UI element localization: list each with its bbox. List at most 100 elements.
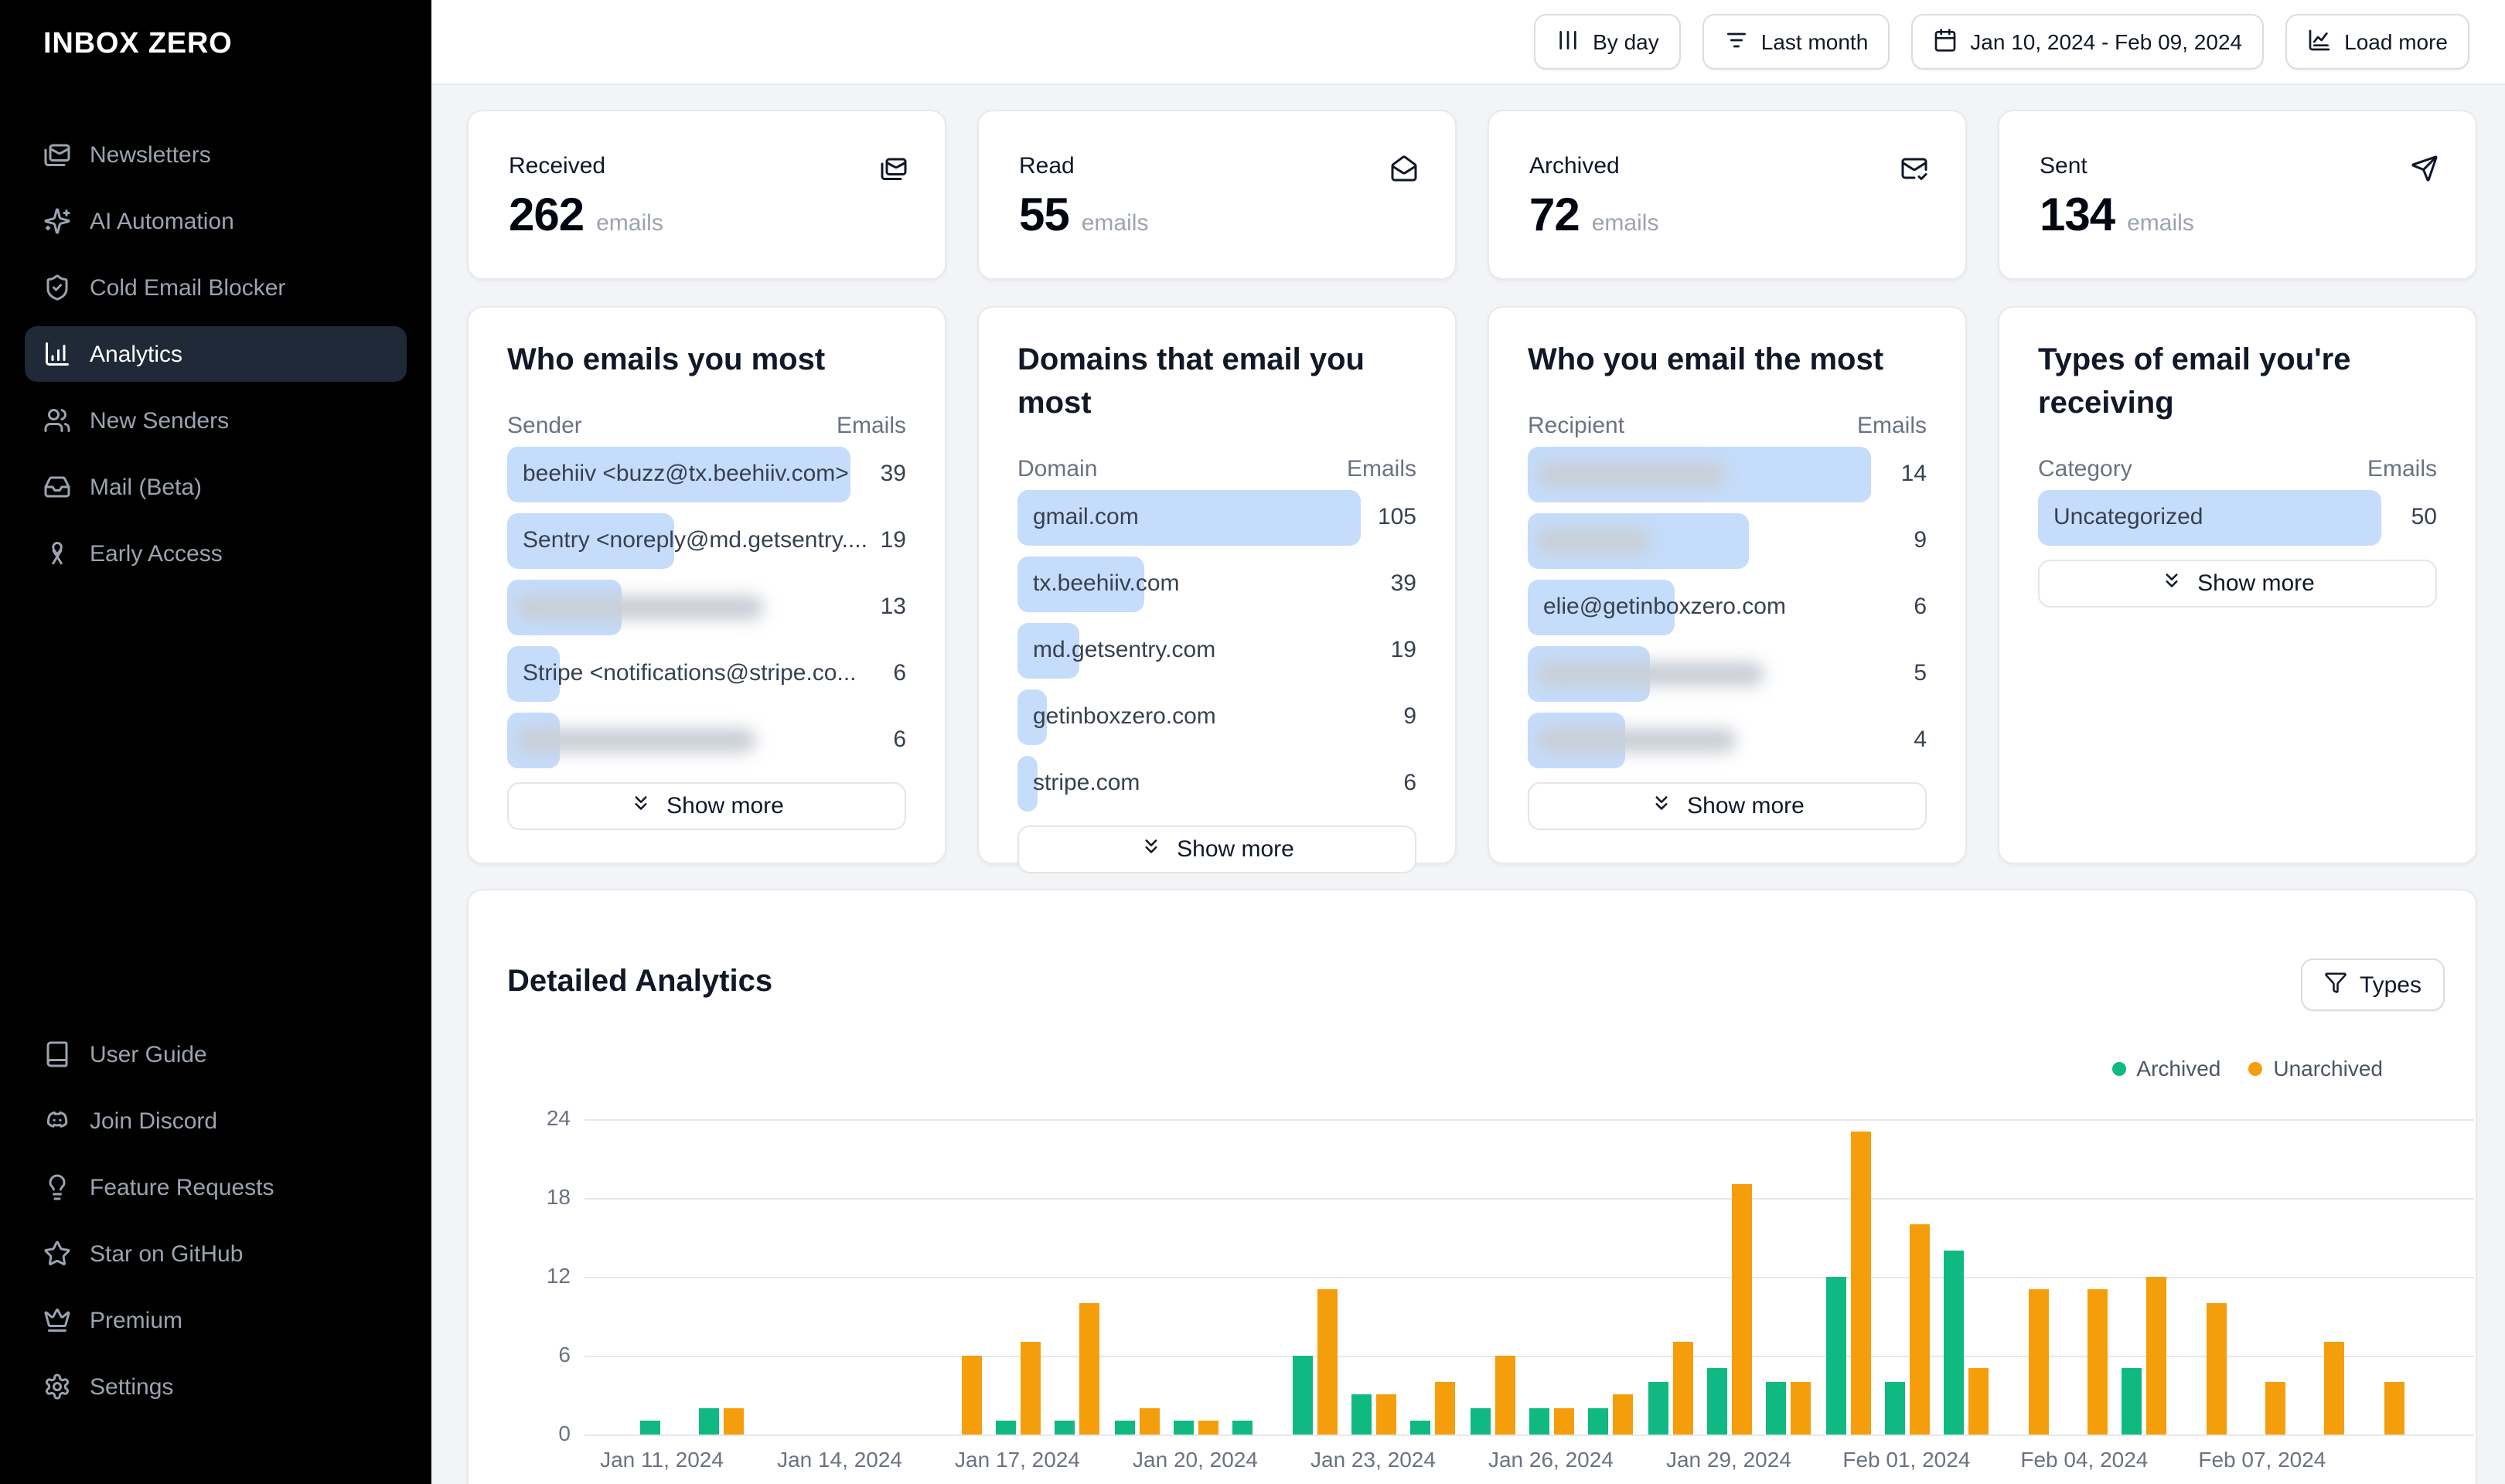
list-card-types-of-email-you-re-receiving: Types of email you're receiving Category E… [1998, 306, 2477, 864]
stat-value-row: 134 emails [2040, 190, 2194, 243]
sidebar-item-label: Feature Requests [90, 1174, 274, 1200]
users-icon [43, 407, 71, 434]
sidebar-item-cold-email-blocker[interactable]: Cold Email Blocker [25, 260, 407, 315]
show-more-button[interactable]: Show more [1017, 825, 1416, 873]
show-more-button[interactable]: Show more [507, 782, 906, 830]
redacted-text-blur [516, 728, 756, 753]
show-more-label: Show more [666, 793, 784, 819]
sidebar-item-user-guide[interactable]: User Guide [25, 1026, 407, 1082]
date-range-button[interactable]: Jan 10, 2024 - Feb 09, 2024 [1911, 14, 2265, 70]
x-axis-tick: Jan 26, 2024 [1488, 1447, 1614, 1472]
mails-icon [880, 155, 908, 190]
sidebar-item-analytics[interactable]: Analytics [25, 326, 407, 382]
stat-value: 134 [2040, 190, 2115, 241]
stat-value-row: 262 emails [509, 190, 663, 243]
sidebar-item-new-senders[interactable]: New Senders [25, 393, 407, 448]
sidebar-item-label: Mail (Beta) [90, 474, 203, 500]
column-header-key: Domain [1017, 455, 1098, 482]
sidebar-item-mail-beta[interactable]: Mail (Beta) [25, 459, 407, 515]
list-row: getinboxzero.com 9 [1017, 689, 1416, 745]
bar-unarchived-feb-01-2024 [1909, 1224, 1930, 1435]
list-row-bar [1017, 756, 1038, 812]
list-row-value: 5 [1914, 660, 1927, 686]
list-row-value: 9 [1403, 703, 1416, 730]
sidebar-item-join-discord[interactable]: Join Discord [25, 1093, 407, 1149]
x-axis-tick: Jan 23, 2024 [1310, 1447, 1436, 1472]
sidebar-item-label: AI Automation [90, 208, 234, 234]
bar-unarchived-jan-28-2024 [1672, 1342, 1693, 1435]
bar-archived-jan-28-2024 [1648, 1381, 1668, 1435]
stat-card-read: Read 55 emails [977, 110, 1457, 280]
chevrons-down-icon [1140, 835, 1163, 864]
list-row: Sentry <noreply@md.getsentry.... 19 [507, 513, 906, 569]
x-axis-tick: Jan 20, 2024 [1133, 1447, 1258, 1472]
y-axis-tick: 12 [546, 1262, 571, 1288]
list-row-label: Sentry <noreply@md.getsentry.... [523, 527, 867, 553]
stat-card-archived: Archived 72 emails [1488, 110, 1967, 280]
x-axis-tick: Jan 17, 2024 [955, 1447, 1080, 1472]
list-card-who-emails-you-most: Who emails you most Sender Emails beehiiv <… [467, 306, 946, 864]
bar-archived-jan-30-2024 [1766, 1381, 1787, 1435]
list-card-title: Types of email you're receiving [2038, 343, 2351, 420]
show-more-label: Show more [1687, 793, 1805, 819]
bar-unarchived-jan-12-2024 [724, 1407, 745, 1435]
list-row-label: tx.beehiiv.com [1033, 570, 1180, 597]
sidebar-item-star-on-github[interactable]: Star on GitHub [25, 1226, 407, 1281]
list-row-bar [1017, 490, 1361, 546]
sidebar-item-feature-requests[interactable]: Feature Requests [25, 1159, 407, 1215]
bar-unarchived-jan-16-2024 [961, 1355, 982, 1435]
chevrons-down-icon [2160, 569, 2183, 598]
content: Received 262 emails Read 55 emails Archived 72 e… [431, 85, 2505, 1484]
show-more-button[interactable]: Show more [2038, 560, 2437, 608]
bar-unarchived-feb-06-2024 [2206, 1302, 2227, 1435]
list-row-bar [1017, 623, 1079, 679]
sidebar-item-early-access[interactable]: Early Access [25, 526, 407, 581]
sidebar-item-label: Premium [90, 1307, 183, 1333]
bar-archived-jan-27-2024 [1588, 1407, 1609, 1435]
load-more-button[interactable]: Load more [2285, 14, 2469, 70]
sidebar-item-label: Cold Email Blocker [90, 274, 286, 301]
list-row-bar [507, 646, 560, 702]
list-rows: Uncategorized 50 [2038, 490, 2437, 546]
types-label: Types [2359, 972, 2422, 998]
bar-unarchived-jan-24-2024 [1435, 1381, 1456, 1435]
list-row: md.getsentry.com 19 [1017, 623, 1416, 679]
bar-archived-jan-19-2024 [1114, 1421, 1135, 1435]
list-card-title: Who emails you most [507, 343, 826, 377]
column-header-emails: Emails [1856, 412, 1927, 438]
list-row: elie@getinboxzero.com 6 [1528, 580, 1927, 635]
bar-archived-jan-22-2024 [1292, 1355, 1313, 1435]
period-button[interactable]: Last month [1702, 14, 1890, 70]
show-more-button[interactable]: Show more [1528, 782, 1927, 830]
bar-unarchived-feb-09-2024 [2384, 1381, 2404, 1435]
bar-archived-jan-23-2024 [1351, 1394, 1372, 1435]
sidebar-item-premium[interactable]: Premium [25, 1292, 407, 1348]
sidebar-item-newsletters[interactable]: Newsletters [25, 127, 407, 182]
bar-archived-feb-02-2024 [1944, 1250, 1965, 1435]
stat-label: Read [1019, 153, 1075, 179]
mail-check-icon [1900, 155, 1928, 190]
y-axis-tick: 0 [558, 1421, 571, 1445]
chevrons-down-icon [1650, 791, 1673, 821]
bar-unarchived-jan-31-2024 [1850, 1132, 1871, 1435]
x-axis-tick: Feb 07, 2024 [2198, 1447, 2326, 1472]
list-row-bar [1017, 689, 1047, 745]
sidebar-item-ai-automation[interactable]: AI Automation [25, 193, 407, 249]
chart-legend: Archived Unarchived [2111, 1056, 2383, 1081]
list-row-label: gmail.com [1033, 504, 1139, 530]
legend-dot-archived [2111, 1061, 2126, 1075]
period-label: Last month [1760, 29, 1869, 54]
list-row-value: 14 [1900, 461, 1927, 487]
mails-icon [43, 141, 71, 168]
stat-card-received: Received 262 emails [467, 110, 946, 280]
types-button[interactable]: Types [2300, 958, 2445, 1011]
sidebar-item-settings[interactable]: Settings [25, 1359, 407, 1414]
bar-unarchived-jan-29-2024 [1731, 1184, 1752, 1435]
bar-chart: 0 6 12 18 24 Jan 11, 2024 Jan 14, 2024 Jan 17, … [469, 890, 2476, 1484]
gridline [584, 1355, 2474, 1357]
show-more-label: Show more [1177, 836, 1294, 863]
group-by-day-button[interactable]: By day [1534, 14, 1681, 70]
legend-item-unarchived: Unarchived [2248, 1056, 2383, 1081]
list-card-header: Category Emails [2038, 453, 2437, 484]
